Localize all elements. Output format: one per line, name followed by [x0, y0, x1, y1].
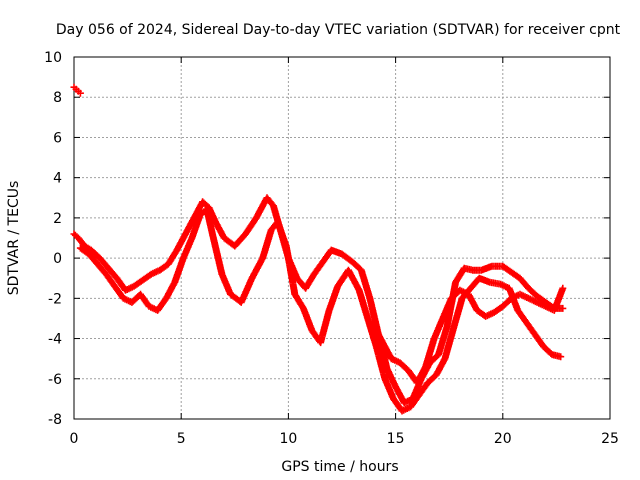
- data-point-markers: [76, 206, 565, 415]
- y-tick-label: -2: [48, 291, 62, 307]
- y-axis-label: SDTVAR / TECUs: [6, 181, 22, 296]
- y-tick-label: 8: [53, 90, 62, 106]
- y-tick-label: 2: [53, 211, 62, 227]
- y-tick-label: 6: [53, 130, 62, 146]
- x-tick-label: 20: [494, 431, 512, 447]
- y-tick-label: 10: [44, 50, 62, 66]
- axis-ticks: 0 5 10 15 20 25 -8 -6 -4 -2 0 2 4 6 8 10: [44, 50, 619, 447]
- series-track-b: [76, 206, 565, 415]
- x-axis-label: GPS time / hours: [281, 459, 398, 475]
- x-tick-label: 25: [601, 431, 619, 447]
- y-tick-label: 0: [53, 251, 62, 267]
- y-tick-label: -6: [48, 372, 62, 388]
- x-tick-label: 10: [279, 431, 297, 447]
- data-point-markers: [70, 194, 567, 407]
- chart-title: Day 056 of 2024, Sidereal Day-to-day VTE…: [56, 22, 621, 38]
- x-tick-label: 5: [177, 431, 186, 447]
- series-track-c: [70, 83, 84, 97]
- y-tick-label: 4: [53, 171, 62, 187]
- data-points: [70, 83, 567, 415]
- series-track-a: [70, 194, 567, 407]
- y-tick-label: -4: [48, 332, 62, 348]
- series-track-d: [370, 284, 567, 387]
- grid-lines: [74, 57, 610, 419]
- x-tick-label: 15: [387, 431, 405, 447]
- data-point-markers: [370, 284, 567, 387]
- x-tick-label: 0: [70, 431, 79, 447]
- data-point-markers: [70, 83, 84, 97]
- plot-frame: [73, 56, 611, 420]
- y-tick-label: -8: [48, 412, 62, 428]
